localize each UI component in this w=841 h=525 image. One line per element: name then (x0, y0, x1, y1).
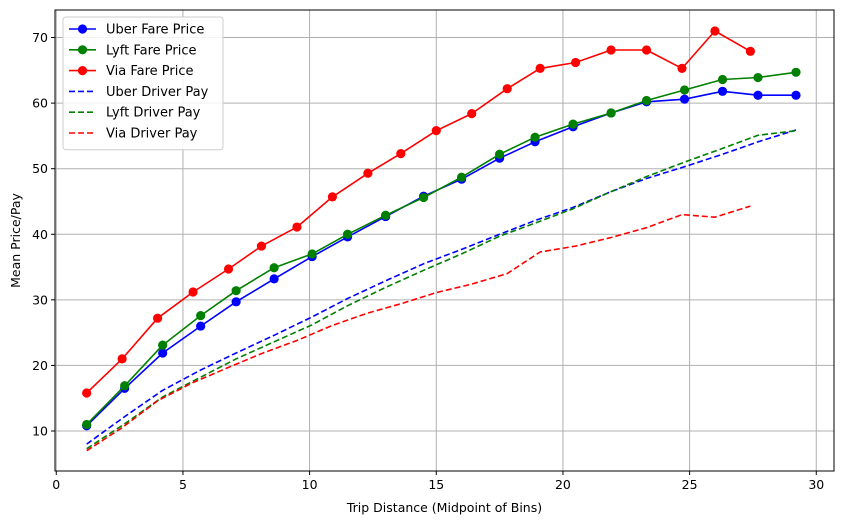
via-fare-price-point (677, 63, 687, 73)
axis-ticks: 0 5 10 15 20 25 30 10 20 30 40 50 60 70 (32, 30, 824, 492)
legend-label: Via Driver Pay (106, 127, 198, 142)
via-fare-price-point (117, 354, 127, 364)
lyft-fare-price-point (419, 192, 429, 203)
legend-entry: Via Fare Price (69, 64, 193, 79)
lyft-fare-price-point (82, 419, 92, 430)
via-fare-price-point (745, 46, 756, 56)
x-tick-label: 10 (302, 477, 318, 492)
lyft-fare-price-point (717, 74, 728, 85)
via-driver-pay-line (86, 205, 751, 452)
legend-entry: Via Driver Pay (69, 127, 198, 142)
legend-swatch-marker (77, 24, 88, 34)
uber-fare-price-point (717, 86, 728, 96)
legend-entry: Uber Fare Price (69, 23, 204, 38)
lyft-fare-price-point (457, 172, 467, 182)
lyft-driver-pay-series (86, 129, 797, 450)
via-fare-price-point (327, 192, 337, 202)
via-fare-price-point (363, 168, 373, 178)
legend-label: Via Fare Price (106, 64, 193, 79)
y-tick-label: 30 (32, 292, 48, 307)
legend-label: Uber Driver Pay (106, 85, 209, 100)
uber-fare-price-point (269, 274, 279, 284)
lyft-fare-price-point (196, 310, 206, 321)
via-driver-pay-series (86, 205, 751, 452)
lyft-fare-price-point (307, 249, 317, 259)
x-tick-label: 15 (428, 477, 444, 492)
lyft-fare-price-point (753, 72, 763, 83)
lyft-fare-price-point (495, 149, 505, 159)
x-tick-label: 30 (808, 477, 824, 492)
lyft-driver-pay-line (86, 129, 797, 450)
via-fare-price-point (502, 84, 512, 94)
uber-fare-price-point (679, 94, 690, 104)
via-fare-price-point (153, 313, 163, 323)
lyft-fare-price-point (568, 119, 578, 129)
via-fare-price-point (535, 63, 545, 73)
lyft-fare-price-point (231, 286, 241, 296)
lyft-fare-price-point (158, 340, 168, 350)
via-fare-price-point (467, 109, 477, 119)
uber-fare-price-point (231, 297, 241, 307)
legend-label: Lyft Driver Pay (106, 106, 201, 121)
lyft-fare-price-point (269, 263, 279, 273)
via-fare-price-point (396, 149, 406, 159)
legend-swatch-marker (77, 45, 88, 55)
lyft-fare-price-line (86, 71, 797, 425)
lyft-fare-price-point (343, 229, 353, 239)
via-fare-price-line (86, 30, 751, 394)
legend-swatch-marker (77, 66, 88, 76)
x-tick-label: 0 (52, 477, 60, 492)
via-fare-price-point (571, 57, 581, 68)
plot-frame (54, 9, 835, 472)
x-tick-label: 25 (682, 477, 698, 492)
lyft-fare-price-point (120, 381, 130, 391)
via-fare-price-point (188, 287, 198, 297)
x-axis-label: Trip Distance (Midpoint of Bins) (346, 500, 542, 515)
lyft-fare-price-series (82, 67, 801, 430)
uber-fare-price-point (196, 321, 206, 331)
lyft-fare-price-point (381, 210, 391, 220)
via-fare-price-point (431, 126, 441, 136)
via-fare-price-series (82, 26, 756, 398)
legend-label: Lyft Fare Price (106, 43, 196, 58)
uber-fare-price-point (158, 348, 168, 358)
lyft-fare-price-point (606, 108, 616, 118)
lyft-fare-price-point (641, 95, 652, 106)
via-fare-price-point (606, 45, 616, 55)
via-fare-price-point (710, 26, 720, 36)
lyft-fare-price-point (530, 132, 540, 142)
legend-entry: Uber Driver Pay (69, 85, 209, 100)
via-fare-price-point (292, 222, 302, 232)
y-tick-label: 50 (32, 161, 48, 176)
legend: Uber Fare Price Lyft Fare Price Via Fare P… (62, 16, 224, 151)
y-tick-label: 10 (32, 423, 48, 438)
via-fare-price-point (641, 45, 652, 55)
via-fare-price-point (223, 264, 234, 274)
legend-box (62, 16, 224, 151)
plot-series (82, 26, 801, 452)
grid (55, 10, 834, 471)
via-fare-price-point (256, 241, 267, 251)
y-axis-label: Mean Price/Pay (8, 193, 23, 288)
uber-fare-price-point (791, 90, 801, 100)
y-tick-label: 70 (32, 30, 48, 45)
x-tick-label: 20 (555, 477, 571, 492)
lyft-fare-price-point (791, 67, 801, 77)
via-fare-price-point (82, 388, 92, 398)
legend-label: Uber Fare Price (106, 23, 204, 38)
lyft-fare-price-point (679, 85, 690, 95)
y-tick-label: 20 (32, 358, 48, 373)
legend-entry: Lyft Driver Pay (69, 106, 201, 121)
uber-fare-price-point (753, 90, 763, 100)
legend-entry: Lyft Fare Price (69, 43, 196, 58)
y-tick-label: 60 (32, 96, 48, 111)
x-tick-label: 5 (179, 477, 187, 492)
y-tick-label: 40 (32, 227, 48, 242)
